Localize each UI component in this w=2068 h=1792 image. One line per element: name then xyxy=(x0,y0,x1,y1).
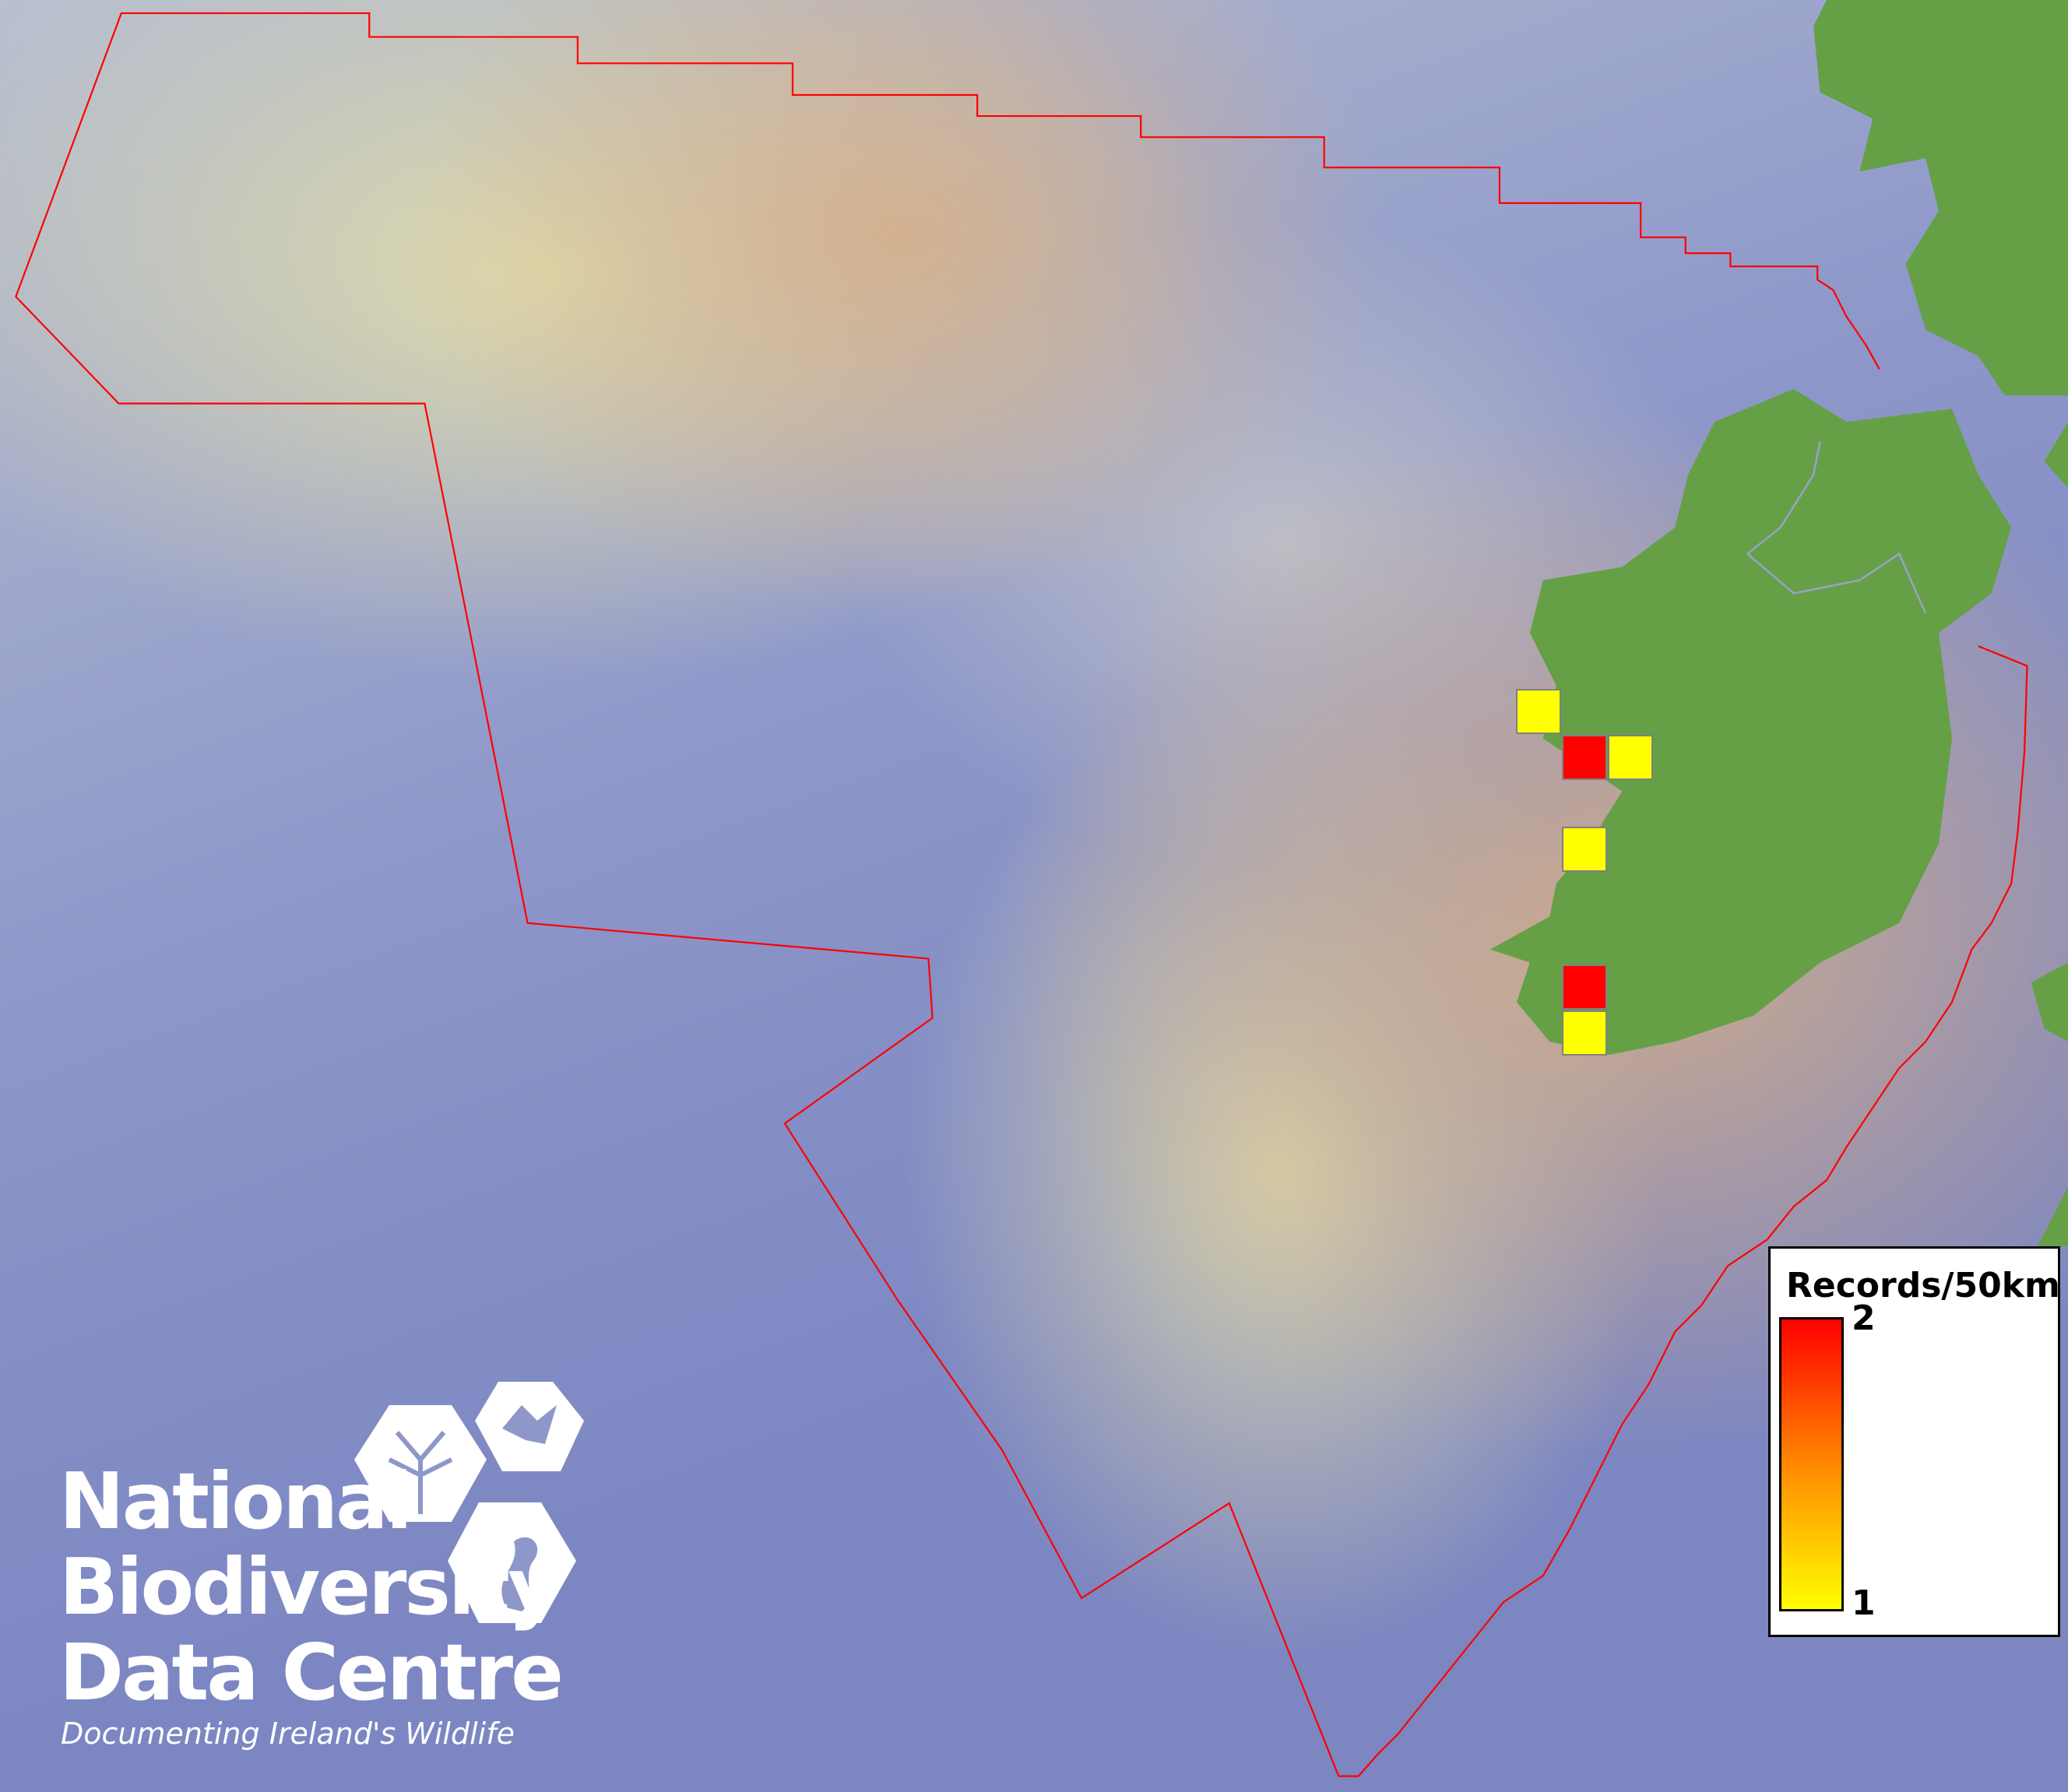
logo-text-biodiversity: Biodiversity xyxy=(59,1541,558,1632)
scotland-landmass xyxy=(1813,0,2068,396)
legend-color-ramp xyxy=(1779,1317,1844,1611)
legend-max-label: 2 xyxy=(1852,1298,1876,1338)
ni-border xyxy=(1746,441,1927,614)
record-square[interactable] xyxy=(1516,689,1561,734)
record-square[interactable] xyxy=(1608,735,1653,780)
nbdc-logo: National Biodiversity Data Centre Docume… xyxy=(55,1374,709,1755)
record-square[interactable] xyxy=(1562,735,1607,780)
record-square[interactable] xyxy=(1562,965,1607,1010)
seahorse-hexagon-icon xyxy=(448,1502,576,1623)
map-legend: Records/50km 2 1 xyxy=(1768,1246,2060,1637)
legend-title: Records/50km xyxy=(1786,1266,2060,1305)
ireland-landmass xyxy=(1490,388,2012,1056)
right-coast-landmass xyxy=(2031,422,2068,1246)
legend-min-label: 1 xyxy=(1852,1583,1876,1623)
logo-text-national: National xyxy=(59,1456,413,1547)
logo-tagline: Documenting Ireland's Wildlife xyxy=(61,1716,515,1751)
eez-boundary-line xyxy=(15,12,2028,1777)
record-square[interactable] xyxy=(1562,1010,1607,1056)
record-square[interactable] xyxy=(1562,827,1607,872)
logo-hexagons-icon xyxy=(354,1382,584,1623)
logo-text-data-centre: Data Centre xyxy=(59,1627,564,1718)
